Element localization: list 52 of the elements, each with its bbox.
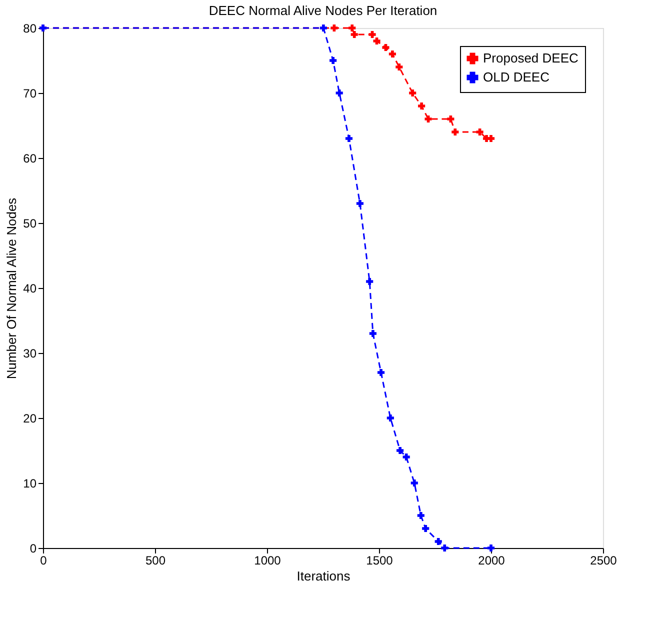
x-tick-label: 1000 [254,554,282,568]
point [377,368,385,376]
point [447,115,454,123]
point [422,524,430,532]
point [441,544,448,552]
y-tick-label: 30 [23,346,37,360]
point [388,50,396,58]
point [452,128,459,136]
point [396,63,403,71]
point [356,200,364,208]
point [350,30,358,38]
point [476,128,484,136]
point [373,37,380,45]
point [418,102,426,110]
x-axis-title: Iterations [296,568,351,584]
y-tick-label: 20 [23,412,37,426]
y-tick-label: 0 [30,542,37,556]
point [410,479,418,487]
point [330,24,338,32]
y-tick-label: 50 [23,216,37,230]
y-tick-label: 70 [23,86,37,100]
point [434,538,442,546]
x-tick-label: 2000 [478,554,506,568]
y-tick-label: 80 [23,22,37,36]
point [366,278,374,286]
point [402,453,410,461]
x-tick-label: 0 [40,554,48,568]
point [409,89,416,97]
point [330,56,337,64]
point [487,134,495,142]
point [368,30,376,38]
legend-label: OLD DEEC [483,70,550,84]
x-tick-label: 500 [145,554,166,568]
y-tick-label: 10 [23,476,37,490]
chart-title: DEEC Normal Alive Nodes Per Iteration [208,3,438,18]
y-axis-title: Number Of Normal Alive Nodes [4,197,20,380]
point [417,512,424,520]
x-tick-label: 2500 [590,554,618,568]
point [345,134,353,142]
point [382,44,390,52]
point [396,446,404,454]
x-tick-label: 1500 [366,554,394,568]
point [424,115,432,123]
point [336,89,343,97]
legend-label: Proposed DEEC [483,50,578,66]
y-tick-label: 40 [23,282,37,296]
y-tick-label: 60 [23,152,37,166]
point [348,24,356,32]
point [487,544,495,552]
point [320,24,327,32]
point [386,414,394,422]
point [369,330,376,338]
